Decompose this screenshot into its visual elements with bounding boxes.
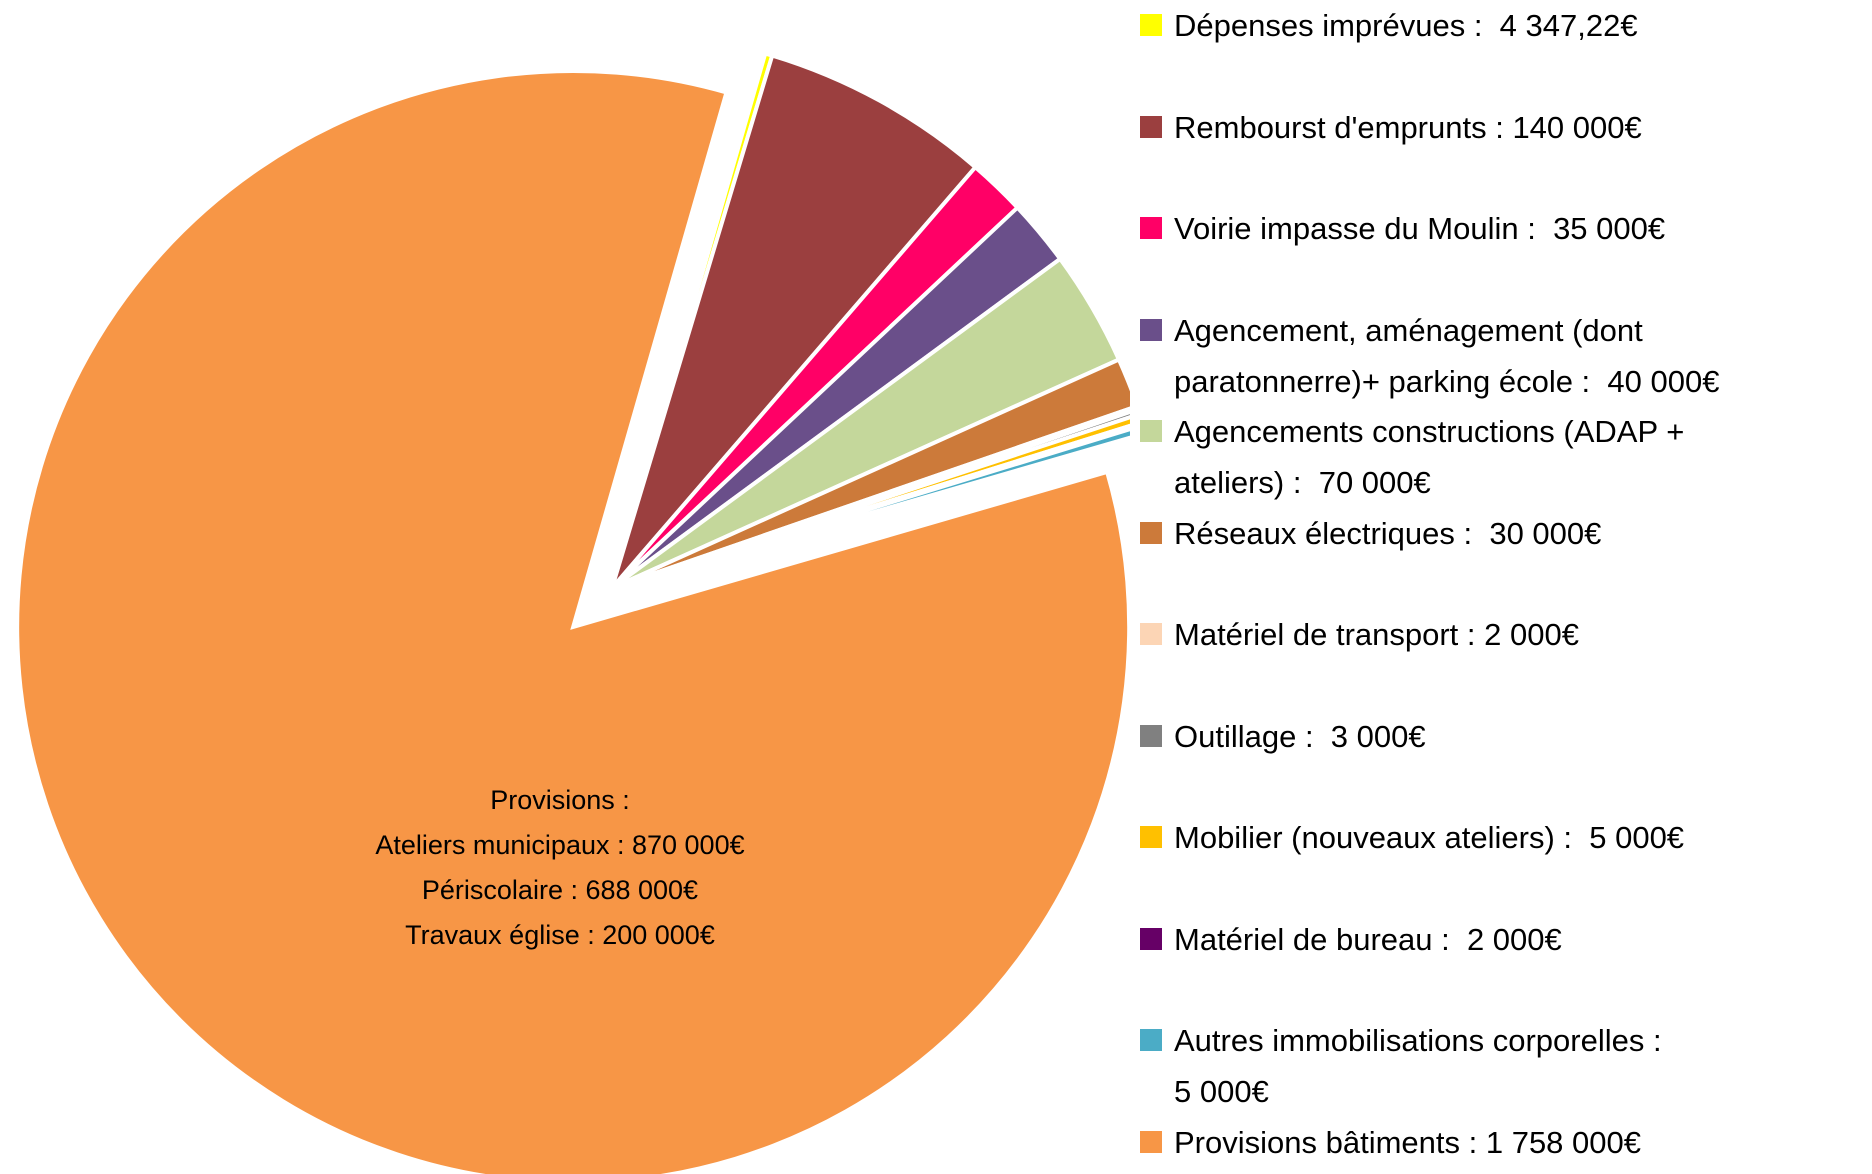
legend-swatch [1140,318,1162,341]
annotation: Périscolaire : 688 000€ [422,875,698,905]
legend-swatch [1140,14,1162,36]
legend-entry: Agencement, aménagement (dont paratonner… [1140,305,1719,407]
legend-label: Dépenses imprévues : 4 347,22€ [1174,8,1638,43]
legend-swatch [1140,217,1162,239]
legend-entry: Voirie impasse du Moulin : 35 000€ [1140,203,1665,254]
legend-label: Matériel de bureau : 2 000€ [1174,921,1562,957]
legend-entry: Matériel de transport : 2 000€ [1140,609,1579,660]
pie-slice [15,68,1130,1174]
legend-entry: Rembourst d'emprunts : 140 000€ [1140,102,1642,153]
annotation: Ateliers municipaux : 870 000€ [375,830,744,860]
legend-entry: Dépenses imprévues : 4 347,22€ [1140,0,1638,51]
legend-swatch [1140,623,1162,645]
pie-slice [610,53,979,590]
legend-swatch [1140,826,1162,848]
legend-swatch [1140,1029,1162,1051]
legend-label: Réseaux électriques : 30 000€ [1174,515,1602,551]
legend-entry: Provisions bâtiments : 1 758 000€ [1140,1117,1641,1168]
legend-entry: Autres immobilisations corporelles : 5 0… [1140,1015,1662,1117]
legend-label: Mobilier (nouveaux ateliers) : 5 000€ [1174,820,1685,855]
legend-entry: Mobilier (nouveaux ateliers) : 5 000€ [1140,812,1684,863]
legend-entry: Outillage : 3 000€ [1140,711,1426,762]
legend-entry: Matériel de bureau : 2 000€ [1140,914,1562,965]
annotation: Provisions : [490,785,630,815]
chart: Provisions : Ateliers municipaux : 870 00… [15,53,1130,1174]
legend-label: Agencement, aménagement (dont paratonner… [1174,312,1720,399]
legend-entry: Réseaux électriques : 30 000€ [1140,508,1601,559]
legend-label: Autres immobilisations corporelles : 5 0… [1174,1023,1662,1109]
legend-label: Matériel de transport : 2 000€ [1174,617,1579,652]
legend-swatch [1140,1130,1162,1153]
legend-swatch [1140,521,1162,544]
legend-swatch [1140,927,1162,950]
legend-label: Agencements constructions (ADAP + atelie… [1174,414,1685,500]
legend-label: Outillage : 3 000€ [1174,718,1426,754]
legend-label: Rembourst d'emprunts : 140 000€ [1174,109,1642,145]
legend-swatch [1140,724,1162,747]
legend-swatch [1140,420,1162,442]
legend-swatch [1140,115,1162,138]
pie-slice [611,415,1130,590]
annotation: Travaux église : 200 000€ [405,920,715,950]
legend-label: Voirie impasse du Moulin : 35 000€ [1174,211,1666,246]
pie-slice [611,356,1130,590]
legend-label: Provisions bâtiments : 1 758 000€ [1174,1124,1641,1160]
legend-entry: Agencements constructions (ADAP + atelie… [1140,406,1684,508]
